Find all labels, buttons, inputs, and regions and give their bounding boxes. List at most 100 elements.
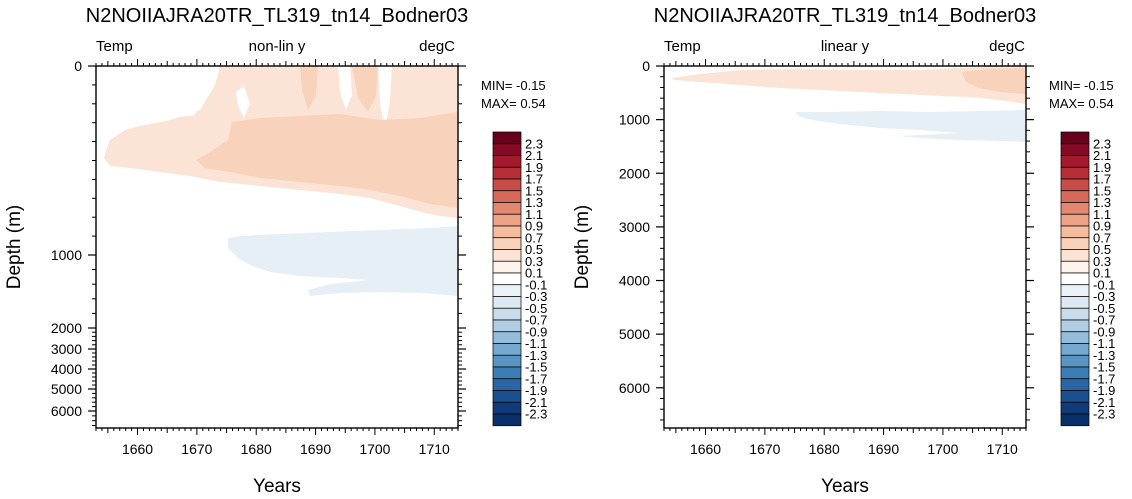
contour-field [672, 66, 1026, 142]
colorbar-label: -0.1 [1093, 277, 1115, 292]
colorbar-swatch [492, 213, 522, 227]
x-axis-label: Years [253, 476, 301, 497]
colorbar-swatch [492, 354, 522, 368]
y-tick-label: 5000 [51, 381, 82, 397]
colorbar-swatch [1060, 366, 1090, 380]
panel-nonlinear: N2NOIIAJRA20TR_TL319_tn14_Bodner03 Temp … [4, 5, 547, 497]
colorbar-label: -1.7 [525, 371, 547, 386]
colorbar-swatch [1060, 401, 1090, 415]
colorbar-label: 2.1 [1093, 148, 1111, 163]
scale-label: non-lin y [249, 38, 306, 55]
x-tick-label: 1710 [987, 441, 1018, 457]
colorbar-swatch [1060, 143, 1090, 156]
colorbar-label: -0.3 [1093, 289, 1115, 304]
colorbar-label: 0.9 [1093, 219, 1111, 234]
contour-fill [676, 70, 740, 76]
colorbar-label: -1.9 [1093, 383, 1115, 398]
contour-fill [228, 226, 458, 296]
colorbar-swatch [492, 131, 522, 145]
plot-frame [663, 65, 1027, 429]
colorbar-swatch [1060, 354, 1090, 368]
x-tick-label: 1700 [927, 441, 958, 457]
y-tick-label: 4000 [51, 361, 82, 377]
y-tick-label: 3000 [51, 341, 82, 357]
colorbar-label: -0.9 [1093, 324, 1115, 339]
colorbar: 2.32.11.91.71.51.31.10.90.70.50.30.1-0.1… [1060, 131, 1115, 427]
colorbar-label: 1.5 [1093, 183, 1111, 198]
max-label: MAX= 0.54 [1049, 96, 1114, 111]
y-tick-label: 1000 [619, 112, 650, 128]
colorbar-swatch [1060, 331, 1090, 344]
x-tick-label: 1710 [419, 441, 450, 457]
colorbar-swatch [492, 378, 522, 391]
colorbar-label: 1.5 [525, 183, 543, 198]
colorbar-swatch [492, 390, 522, 403]
colorbar-swatch [1060, 319, 1090, 333]
colorbar-swatch [1060, 390, 1090, 403]
colorbar-label: 1.1 [1093, 207, 1111, 222]
x-tick-label: 1660 [690, 441, 721, 457]
colorbar-label: -2.1 [525, 395, 547, 410]
variable-label: Temp [664, 38, 701, 55]
colorbar-label: -2.1 [1093, 395, 1115, 410]
colorbar-swatch [492, 401, 522, 415]
y-axis-label: Depth (m) [572, 205, 593, 289]
colorbar-label: 0.9 [525, 219, 543, 234]
contour-field [96, 66, 458, 296]
colorbar-label: 1.9 [525, 160, 543, 175]
colorbar-swatch [1060, 166, 1090, 180]
y-tick-label: 0 [642, 58, 650, 74]
colorbar-swatch [1060, 260, 1090, 274]
colorbar-swatch [492, 166, 522, 180]
units-label: degC [419, 38, 455, 55]
colorbar-label: -0.7 [525, 313, 547, 328]
colorbar-label: 2.3 [1093, 136, 1111, 151]
x-tick-label: 1690 [868, 441, 899, 457]
colorbar-swatch [1060, 296, 1090, 309]
contour-fill [378, 66, 392, 130]
colorbar-label: 0.1 [1093, 266, 1111, 281]
colorbar-swatch [492, 190, 522, 203]
colorbar-label: -0.3 [525, 289, 547, 304]
contour-fill [796, 110, 1026, 142]
colorbar-label: 1.7 [1093, 172, 1111, 187]
colorbar-label: -1.7 [1093, 371, 1115, 386]
contour-fill [962, 68, 1026, 94]
colorbar-label: 2.3 [525, 136, 543, 151]
x-tick-label: 1680 [809, 441, 840, 457]
colorbar-label: 0.3 [1093, 254, 1111, 269]
colorbar-swatch [492, 178, 522, 192]
colorbar-swatch [492, 202, 522, 215]
colorbar-swatch [1060, 237, 1090, 250]
colorbar-swatch [492, 249, 522, 262]
x-axis-label: Years [821, 476, 869, 497]
colorbar-label: -0.9 [525, 324, 547, 339]
colorbar-swatch [1060, 284, 1090, 297]
contour-fill [338, 66, 352, 110]
units-label: degC [989, 38, 1025, 55]
colorbar-swatch [1060, 131, 1090, 145]
colorbar-label: 0.5 [525, 242, 543, 257]
colorbar-label: -0.5 [525, 301, 547, 316]
colorbar-swatch [1060, 155, 1090, 168]
colorbar-swatch [492, 284, 522, 297]
contour-fill [300, 66, 318, 110]
colorbar-label: 1.7 [525, 172, 543, 187]
y-axis-label: Depth (m) [4, 205, 25, 289]
colorbar-label: 1.1 [525, 207, 543, 222]
colorbar-swatch [1060, 249, 1090, 262]
y-tick-label: 4000 [619, 273, 650, 289]
min-label: MIN= -0.15 [481, 78, 546, 93]
colorbar-swatch [492, 260, 522, 274]
colorbar-label: -1.9 [525, 383, 547, 398]
colorbar-swatch [1060, 202, 1090, 215]
colorbar-label: -1.3 [1093, 348, 1115, 363]
y-tick-label: 0 [74, 58, 82, 74]
colorbar-label: -1.5 [1093, 360, 1115, 375]
scale-label: linear y [821, 38, 870, 55]
panel-title: N2NOIIAJRA20TR_TL319_tn14_Bodner03 [654, 5, 1036, 27]
min-label: MIN= -0.15 [1049, 78, 1114, 93]
colorbar-swatch [492, 143, 522, 156]
